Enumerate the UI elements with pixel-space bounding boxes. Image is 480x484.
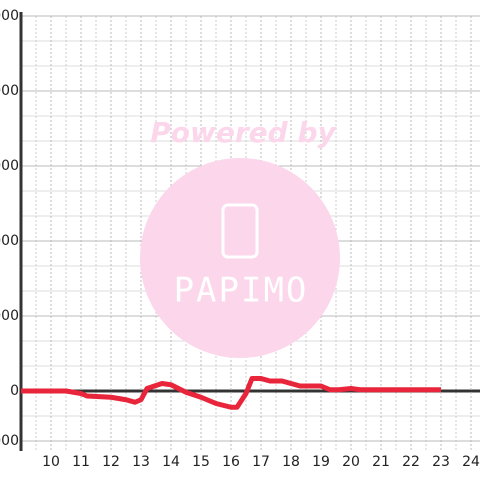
watermark-text: Powered by xyxy=(150,116,337,149)
y-tick-label: 150,000 xyxy=(0,8,19,24)
x-tick-label: 20 xyxy=(342,454,360,470)
plot: -20,000 0 30,000 60,000 90,000 120,000 150,000… xyxy=(0,8,480,470)
phone-icon xyxy=(221,203,259,259)
watermark: Powered by PAPIMO xyxy=(140,116,340,358)
x-tick-label: 21 xyxy=(372,454,390,470)
x-tick-label: 16 xyxy=(222,454,240,470)
watermark-logo: PAPIMO xyxy=(174,271,309,311)
y-tick-label: 90,000 xyxy=(0,158,19,174)
x-tick-label: 10 xyxy=(42,454,60,470)
x-tick-label: 13 xyxy=(132,454,150,470)
x-tick-label: 17 xyxy=(252,454,270,470)
x-tick-label: 15 xyxy=(192,454,210,470)
data-line xyxy=(21,376,441,410)
x-tick-label: 23 xyxy=(432,454,450,470)
y-tick-label: 60,000 xyxy=(0,233,19,249)
y-tick-label: 120,000 xyxy=(0,83,19,99)
x-tick-label: 18 xyxy=(282,454,300,470)
x-tick-label: 11 xyxy=(72,454,90,470)
x-tick-label: 14 xyxy=(162,454,180,470)
x-tick-label: 12 xyxy=(102,454,120,470)
x-tick-label: 22 xyxy=(402,454,420,470)
x-tick-label: 19 xyxy=(312,454,330,470)
y-tick-label: 30,000 xyxy=(0,308,19,324)
x-tick-label: 24 xyxy=(462,454,480,470)
y-tick-label: 0 xyxy=(10,383,19,399)
y-tick-label: -20,000 xyxy=(0,433,19,449)
